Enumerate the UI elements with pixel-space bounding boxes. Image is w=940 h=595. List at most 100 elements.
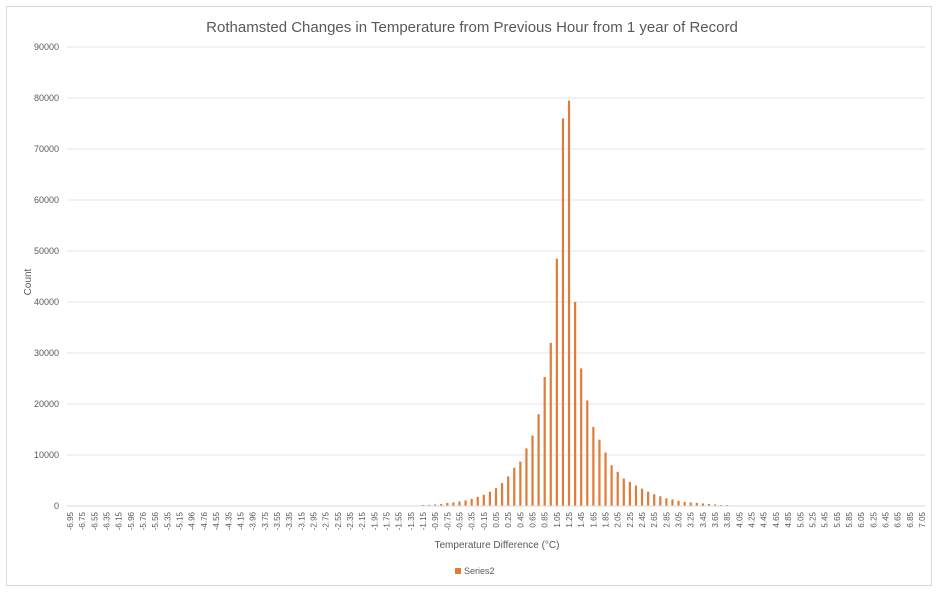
x-tick-label: -2.95 bbox=[309, 511, 318, 530]
x-tick-label: -1.75 bbox=[382, 511, 391, 530]
y-tick-label: 40000 bbox=[34, 297, 59, 307]
bar bbox=[665, 498, 668, 506]
bar bbox=[555, 258, 558, 506]
bar bbox=[659, 496, 662, 506]
y-tick-label: 0 bbox=[54, 501, 59, 511]
bar bbox=[610, 465, 613, 506]
x-tick-label: -5.35 bbox=[163, 511, 172, 530]
x-tick-label: 5.05 bbox=[796, 511, 805, 527]
y-tick-label: 10000 bbox=[34, 450, 59, 460]
bar bbox=[628, 482, 631, 506]
bar bbox=[519, 461, 522, 506]
bar bbox=[482, 494, 485, 506]
bar bbox=[440, 503, 443, 506]
x-tick-label: 0.25 bbox=[504, 511, 513, 527]
x-tick-label: 0.85 bbox=[541, 511, 550, 527]
bar bbox=[634, 485, 638, 506]
chart-title: Rothamsted Changes in Temperature from P… bbox=[206, 19, 738, 36]
bar bbox=[531, 435, 534, 506]
bar bbox=[640, 488, 644, 506]
x-tick-label: 6.25 bbox=[869, 511, 878, 527]
bar bbox=[434, 504, 437, 506]
y-tick-label: 50000 bbox=[34, 246, 59, 256]
x-tick-label: 4.05 bbox=[735, 511, 744, 527]
bar bbox=[598, 439, 601, 506]
x-tick-label: 1.25 bbox=[565, 511, 574, 527]
bar bbox=[458, 501, 461, 506]
bar bbox=[513, 467, 516, 506]
x-tick-label: 5.85 bbox=[845, 511, 854, 527]
bars bbox=[68, 100, 881, 507]
x-tick-label: 1.65 bbox=[589, 511, 598, 527]
x-tick-label: 3.65 bbox=[711, 511, 720, 527]
x-tick-label: 3.05 bbox=[675, 511, 684, 527]
legend: Series2 bbox=[455, 566, 495, 576]
x-tick-label: 3.25 bbox=[687, 511, 696, 527]
x-tick-label: 7.05 bbox=[918, 511, 927, 527]
legend-swatch bbox=[455, 568, 461, 574]
bar bbox=[427, 504, 431, 506]
x-tick-label: -4.55 bbox=[212, 511, 221, 530]
bar bbox=[567, 100, 571, 507]
bar bbox=[537, 414, 540, 506]
bar bbox=[616, 471, 619, 506]
y-tick-label: 60000 bbox=[34, 195, 59, 205]
x-tick-label: 2.25 bbox=[626, 511, 635, 527]
x-tick-label: -4.76 bbox=[200, 511, 209, 530]
x-tick-label: -0.95 bbox=[431, 511, 440, 530]
bar bbox=[452, 502, 455, 506]
x-tick-label: 0.45 bbox=[516, 511, 525, 527]
x-tick-label: 2.45 bbox=[638, 511, 647, 527]
bar bbox=[543, 376, 546, 506]
x-tick-label: -2.35 bbox=[346, 511, 355, 530]
bar bbox=[476, 496, 479, 506]
x-tick-label: -3.75 bbox=[261, 511, 270, 530]
bar bbox=[494, 488, 498, 506]
x-tick-label: -1.95 bbox=[370, 511, 379, 530]
y-tick-label: 20000 bbox=[34, 399, 59, 409]
x-axis-ticks: -6.95 -6.75 -6.55 -6.35 -6.15 -5.96 -5.76 -5.56… bbox=[66, 511, 927, 530]
bar bbox=[580, 368, 583, 506]
bar bbox=[647, 491, 650, 506]
x-tick-label: 5.45 bbox=[821, 511, 830, 527]
bar bbox=[604, 452, 607, 506]
x-tick-label: -5.76 bbox=[139, 511, 148, 530]
x-tick-label: 3.45 bbox=[699, 511, 708, 527]
x-tick-label: -6.55 bbox=[90, 511, 99, 530]
bar bbox=[446, 502, 449, 506]
x-tick-label: 2.05 bbox=[614, 511, 623, 527]
x-tick-label: -3.15 bbox=[297, 511, 306, 530]
x-tick-label: 2.85 bbox=[662, 511, 671, 527]
bar bbox=[592, 426, 595, 506]
bar bbox=[683, 501, 686, 506]
bar bbox=[421, 504, 425, 506]
x-tick-label: -6.95 bbox=[66, 511, 75, 530]
x-tick-label: -2.15 bbox=[358, 511, 367, 530]
x-tick-label: 4.85 bbox=[784, 511, 793, 527]
chart-frame: Rothamsted Changes in Temperature from P… bbox=[6, 6, 932, 586]
x-tick-label: -0.75 bbox=[443, 511, 452, 530]
y-axis-label: Count bbox=[23, 268, 34, 295]
x-tick-label: 6.45 bbox=[881, 511, 890, 527]
x-tick-label: -2.55 bbox=[334, 511, 343, 530]
bar bbox=[726, 504, 729, 506]
bar bbox=[464, 500, 467, 506]
bar bbox=[677, 500, 680, 506]
bar bbox=[653, 494, 656, 506]
y-tick-label: 90000 bbox=[34, 42, 59, 52]
y-tick-label: 80000 bbox=[34, 93, 59, 103]
bar bbox=[671, 499, 674, 506]
bar bbox=[695, 502, 698, 506]
x-tick-label: -5.15 bbox=[176, 511, 185, 530]
x-tick-label: -2.75 bbox=[322, 511, 331, 530]
x-tick-label: 5.65 bbox=[833, 511, 842, 527]
bar bbox=[470, 498, 473, 506]
x-tick-label: 6.65 bbox=[894, 511, 903, 527]
x-tick-label: 1.85 bbox=[602, 511, 611, 527]
bar bbox=[561, 118, 565, 507]
x-tick-label: -6.15 bbox=[115, 511, 124, 530]
x-tick-label: -4.96 bbox=[188, 511, 197, 530]
x-tick-label: -3.35 bbox=[285, 511, 294, 530]
legend-label: Series2 bbox=[464, 566, 495, 576]
x-tick-label: -6.75 bbox=[78, 511, 87, 530]
